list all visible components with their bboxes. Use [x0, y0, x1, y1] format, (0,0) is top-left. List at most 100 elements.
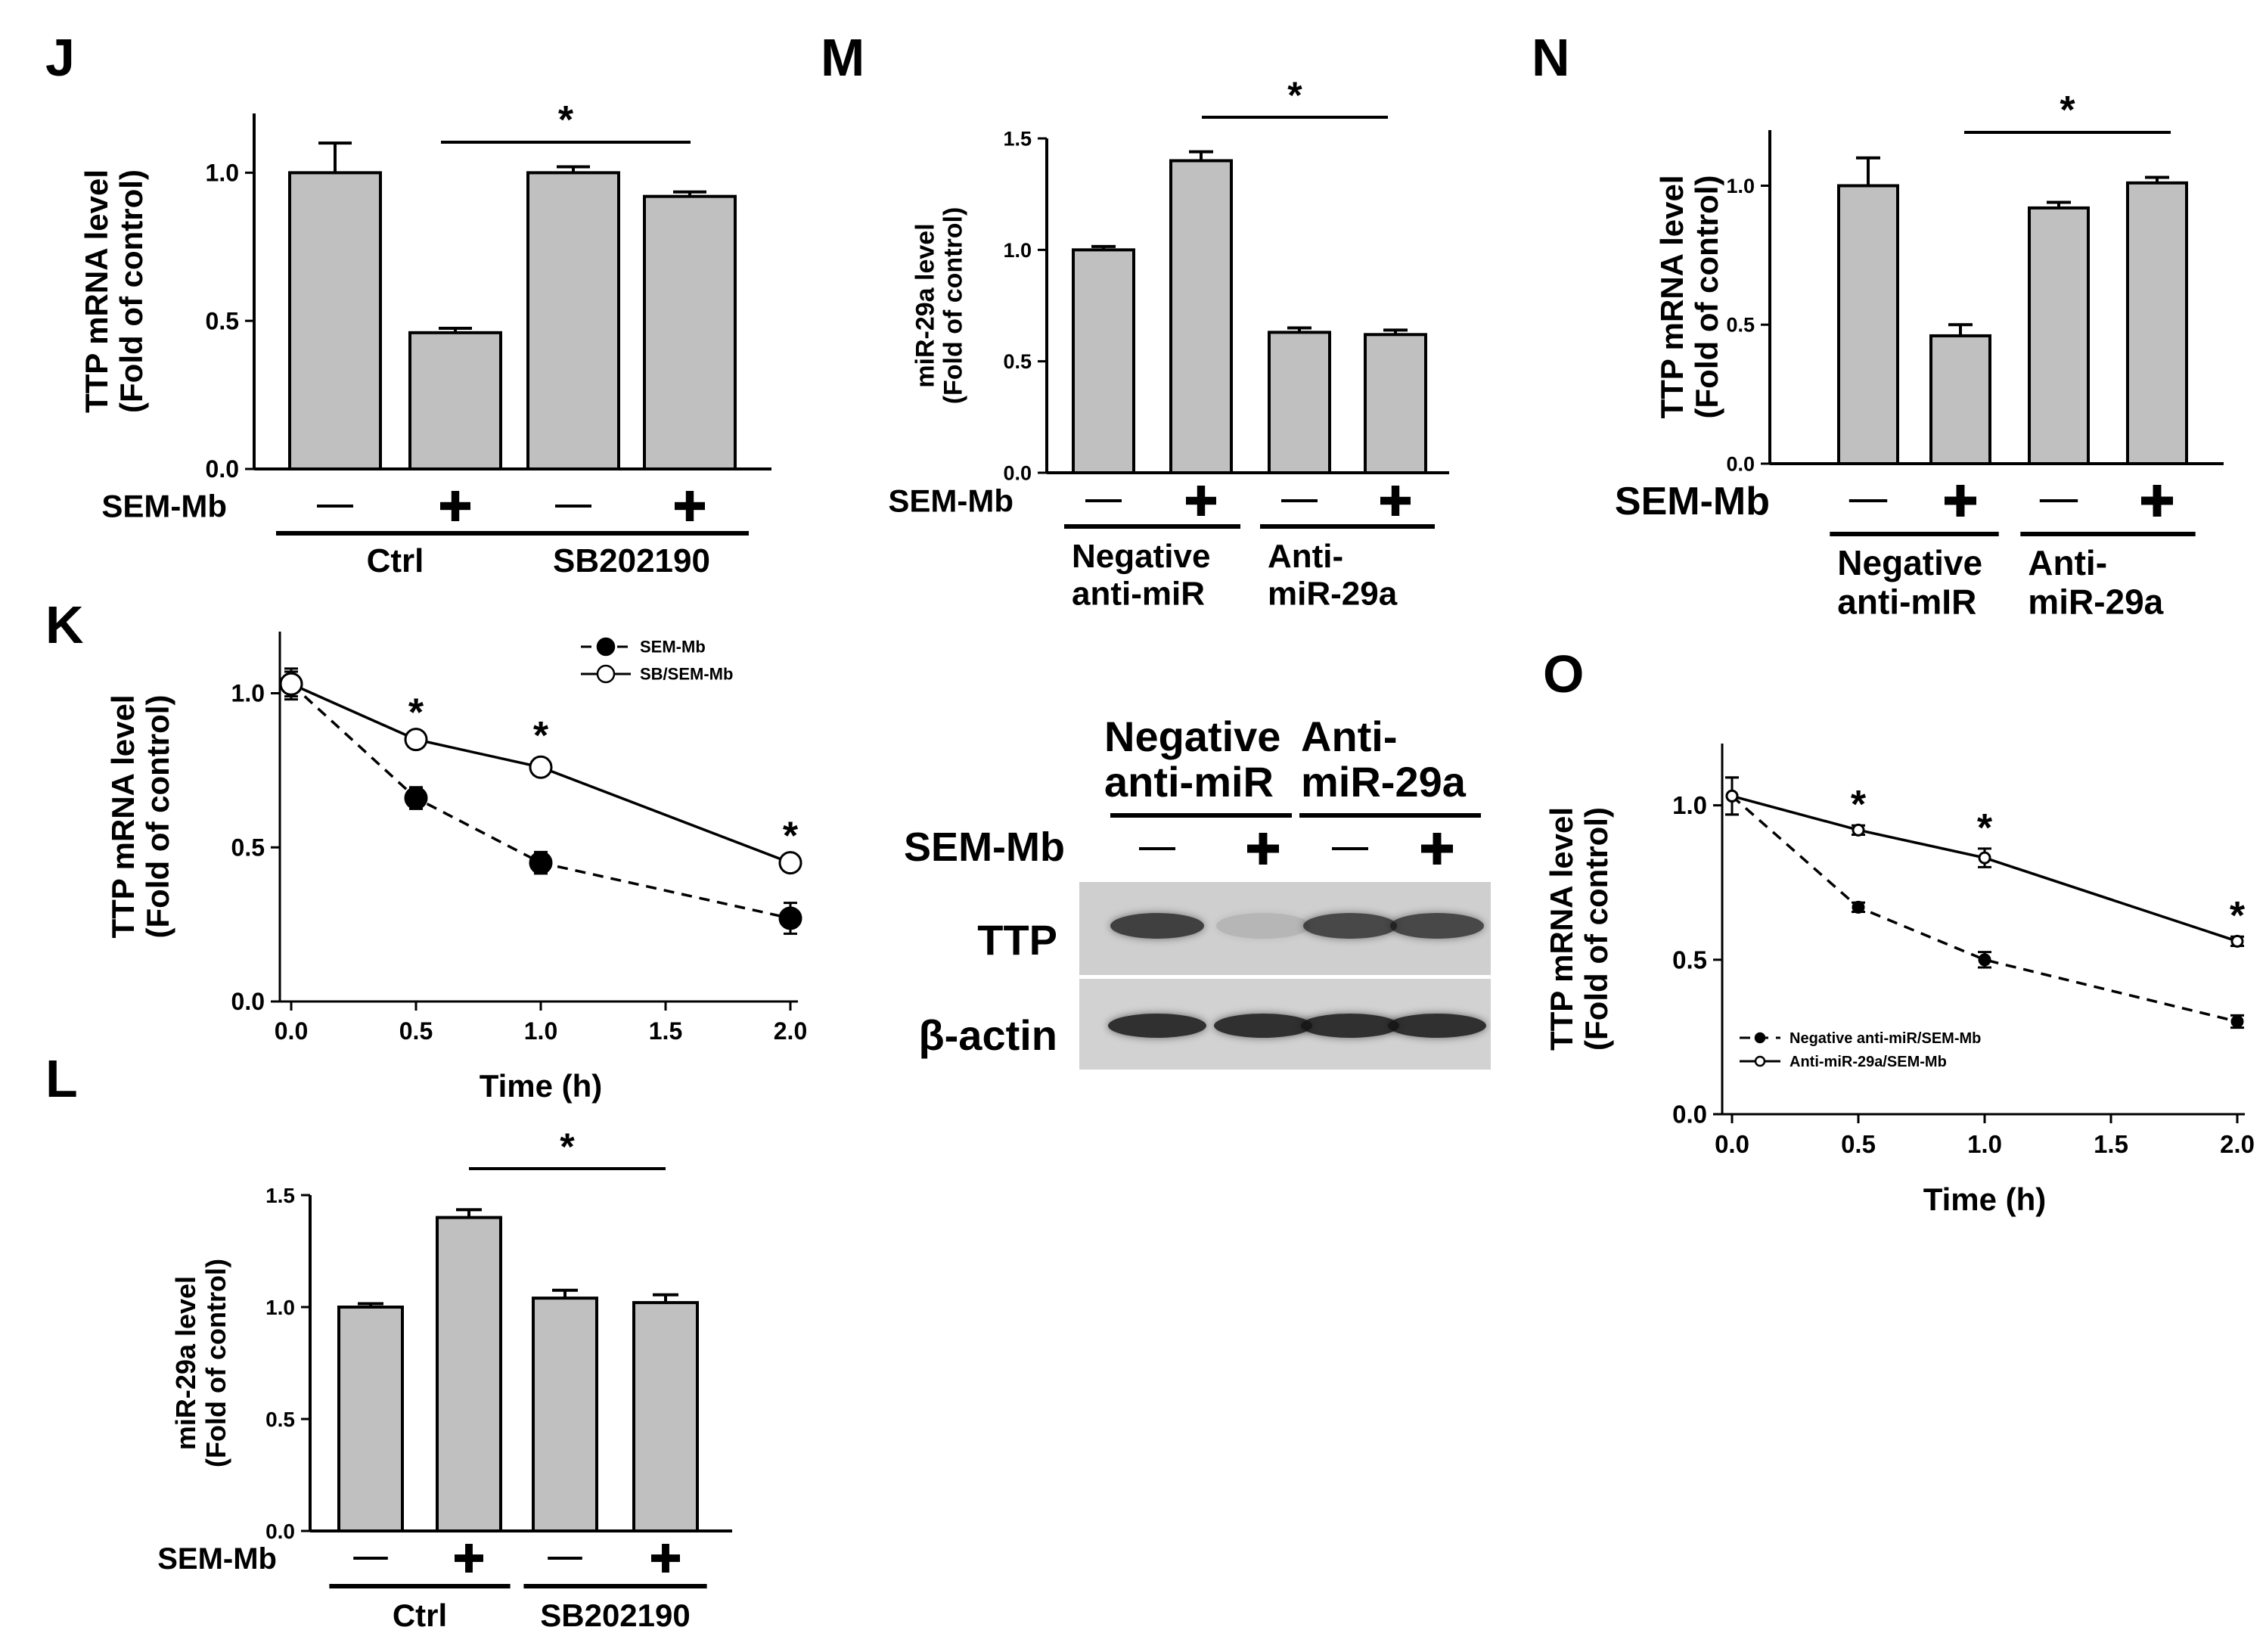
y-tick-label-1: 0.5	[1672, 946, 1707, 974]
blot-group-label-0-line-0: Negative	[1104, 713, 1280, 760]
ttp-band-2	[1303, 913, 1397, 939]
bar-0	[288, 171, 382, 470]
legend-marker-1	[596, 664, 616, 684]
data-point-s0-3	[778, 906, 802, 930]
x-axis-label: Time (h)	[480, 1068, 603, 1104]
treatment-label: SEM-Mb	[101, 489, 227, 524]
blot-treatment-sign-3	[1421, 833, 1453, 865]
series-line-0	[290, 682, 791, 920]
y-axis-label-line-1: (Fold of control)	[200, 1259, 231, 1467]
x-tick-label-3: 1.5	[2094, 1130, 2128, 1158]
group-label-0-line-1: anti-miR	[1072, 575, 1205, 612]
group-label-1-line-0: SB202190	[540, 1598, 691, 1633]
y-axis-label-line-0: miR-29a level	[911, 223, 939, 387]
data-point-s0-1	[1852, 900, 1865, 914]
y-tick-label-1: 0.5	[265, 1408, 295, 1431]
significance-star: *	[1287, 74, 1302, 116]
treatment-sign-3-v	[2153, 485, 2162, 517]
group-label-1-line-0: Anti-	[2028, 543, 2107, 582]
panel-j-chart: 0.0 0.5 1.0 TTP mRNA level (Fold of control)…	[79, 98, 771, 579]
treatment-sign-0	[1085, 499, 1122, 502]
data-point-s1-0	[279, 672, 303, 696]
group-label-0-line-1: anti-mIR	[1837, 582, 1976, 622]
y-tick-label-0: 0.0	[231, 988, 265, 1015]
blot-row-label-actin: β-actin	[918, 1011, 1057, 1059]
legend-label-0: SEM-Mb	[640, 638, 706, 657]
y-axis-label-line-1: (Fold of control)	[140, 695, 175, 939]
bar-1	[436, 1216, 502, 1532]
x-tick-label-2: 1.0	[524, 1017, 557, 1045]
treatment-label: SEM-Mb	[1615, 480, 1770, 523]
y-axis-label-line-0: TTP mRNA level	[79, 169, 114, 413]
significance-star: *	[560, 1126, 575, 1168]
annotation-star-0: *	[408, 691, 424, 735]
treatment-label: SEM-Mb	[888, 483, 1013, 519]
panel-l-chart: 0.0 0.5 1.0 1.5 miR-29a level(Fold of contro…	[157, 1126, 732, 1633]
panel-k-chart: 0.0 0.5 1.0 0.0 0.5 1.0 1.5 2.0 Time (h) TTP mRNA…	[105, 632, 807, 1104]
panel-letter-n: N	[1532, 28, 1570, 87]
treatment-sign-0	[317, 505, 353, 508]
treatment-sign-1	[455, 1544, 483, 1573]
y-tick-label-0: 0.0	[1672, 1101, 1707, 1129]
treatment-sign-1	[440, 491, 470, 521]
treatment-sign-3-v	[662, 1544, 669, 1573]
x-tick-label-0: 0.0	[1715, 1130, 1749, 1158]
x-tick-label-2: 1.0	[1967, 1130, 2002, 1158]
y-tick-label-2: 1.0	[231, 680, 265, 707]
group-label-1-line-1: miR-29a	[2028, 582, 2163, 622]
x-tick-label-1: 0.5	[1841, 1130, 1876, 1158]
treatment-label: SEM-Mb	[157, 1542, 277, 1576]
annotation-star-2: *	[783, 815, 799, 859]
y-axis-label-line-1: (Fold of control)	[113, 169, 149, 413]
bar-0	[1837, 184, 1899, 465]
x-tick-label-3: 1.5	[649, 1017, 682, 1045]
group-label-0-line-0: Negative	[1837, 543, 1982, 582]
blot-treatment-sign-0	[1139, 847, 1175, 850]
bar-3	[643, 194, 737, 470]
bar-2	[526, 171, 620, 470]
treatment-sign-0	[353, 1557, 388, 1560]
y-axis-label-line-1: (Fold of control)	[939, 207, 968, 405]
panel-letter-o: O	[1543, 644, 1584, 703]
y-axis-label-line-0: miR-29a level	[170, 1276, 201, 1450]
bar-2	[1268, 331, 1331, 474]
annotation-star-1: *	[1977, 806, 1993, 850]
panel-letter-m: M	[821, 28, 864, 87]
panel-o-chart: 0.0 0.5 1.0 0.0 0.5 1.0 1.5 2.0 Time (h) TTP mRNA…	[1544, 744, 2255, 1217]
blot-treatment-label: SEM-Mb	[904, 824, 1065, 870]
series-line-0	[1731, 795, 2238, 1023]
bar-0	[1072, 248, 1135, 474]
legend-marker-0	[1754, 1032, 1766, 1044]
treatment-sign-1-v	[465, 1544, 473, 1573]
bar-1	[1929, 334, 1991, 466]
treatment-sign-1	[1186, 486, 1216, 516]
treatment-sign-1-v	[451, 491, 460, 521]
data-point-s1-2	[1978, 851, 1991, 865]
treatment-sign-3	[1380, 486, 1411, 516]
data-point-s0-2	[1978, 953, 1991, 967]
blot-treatment-sign-3-v	[1433, 833, 1442, 865]
x-tick-label-4: 2.0	[774, 1017, 807, 1045]
y-tick-label-1: 0.5	[1726, 314, 1755, 337]
bar-3	[632, 1301, 699, 1532]
x-tick-label-1: 0.5	[399, 1017, 433, 1045]
x-tick-label-4: 2.0	[2220, 1130, 2255, 1158]
treatment-sign-1	[1945, 485, 1976, 517]
panel-letter-j: J	[45, 28, 75, 87]
y-tick-label-0: 0.0	[265, 1520, 295, 1543]
bar-2	[2028, 206, 2090, 465]
blot-row-label-ttp: TTP	[977, 916, 1057, 964]
blot-group-label-0-line-1: anti-miR	[1104, 758, 1274, 806]
y-axis-label-line-1: (Fold of control)	[1689, 175, 1724, 419]
y-axis-label-line-1: (Fold of control)	[1578, 807, 1614, 1051]
data-point-s1-2	[529, 755, 553, 779]
panel-m-chart: 0.0 0.5 1.0 1.5 miR-29a level (Fold of contro…	[888, 74, 1449, 612]
y-axis-label-line-0: TTP mRNA level	[1544, 807, 1579, 1051]
y-tick-label-3: 1.5	[265, 1184, 295, 1207]
group-label-1-line-0: Anti-	[1268, 538, 1343, 575]
treatment-sign-3	[651, 1544, 680, 1573]
y-tick-label-0: 0.0	[206, 455, 239, 483]
y-tick-label-1: 0.5	[1003, 350, 1032, 373]
group-label-0-line-0: Ctrl	[367, 542, 424, 579]
